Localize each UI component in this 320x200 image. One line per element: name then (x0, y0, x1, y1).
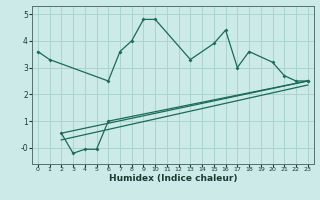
X-axis label: Humidex (Indice chaleur): Humidex (Indice chaleur) (108, 174, 237, 183)
